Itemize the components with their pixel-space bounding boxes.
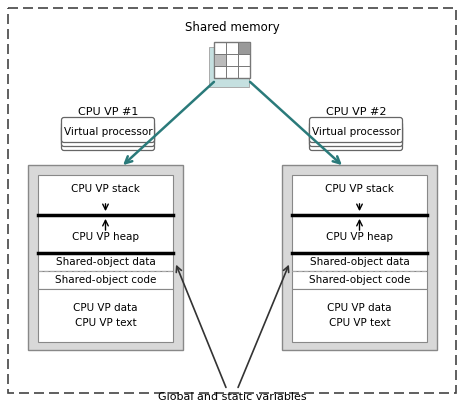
Text: CPU VP stack: CPU VP stack xyxy=(71,184,140,194)
Text: Shared-object code: Shared-object code xyxy=(308,275,409,285)
Text: CPU VP data
CPU VP text: CPU VP data CPU VP text xyxy=(73,303,138,328)
Text: Shared-object code: Shared-object code xyxy=(55,275,156,285)
FancyBboxPatch shape xyxy=(309,122,401,146)
Text: CPU VP #2: CPU VP #2 xyxy=(325,107,385,117)
Bar xyxy=(38,289,173,342)
Text: Shared memory: Shared memory xyxy=(184,21,279,34)
FancyBboxPatch shape xyxy=(309,118,401,142)
Bar xyxy=(238,42,250,54)
Bar xyxy=(282,165,436,350)
Bar xyxy=(38,253,173,271)
FancyBboxPatch shape xyxy=(309,126,401,151)
Text: CPU VP #1: CPU VP #1 xyxy=(78,107,138,117)
FancyBboxPatch shape xyxy=(62,126,154,151)
Bar xyxy=(208,47,249,87)
Text: CPU VP heap: CPU VP heap xyxy=(72,232,139,242)
Text: Global and static variables: Global and static variables xyxy=(157,392,306,402)
Bar xyxy=(291,271,426,289)
Text: Virtual processor: Virtual processor xyxy=(63,127,152,137)
Text: CPU VP heap: CPU VP heap xyxy=(325,232,392,242)
Bar xyxy=(291,253,426,271)
Bar xyxy=(213,42,250,78)
Bar xyxy=(291,289,426,342)
Bar xyxy=(291,175,426,215)
Bar xyxy=(213,54,225,66)
Bar xyxy=(38,215,173,253)
Bar xyxy=(38,271,173,289)
Text: CPU VP data
CPU VP text: CPU VP data CPU VP text xyxy=(326,303,391,328)
Bar xyxy=(291,215,426,253)
Text: CPU VP stack: CPU VP stack xyxy=(325,184,393,194)
Text: Shared-object data: Shared-object data xyxy=(309,257,408,267)
Bar xyxy=(28,165,182,350)
FancyBboxPatch shape xyxy=(62,118,154,142)
Bar xyxy=(38,175,173,215)
FancyBboxPatch shape xyxy=(62,122,154,146)
Text: Virtual processor: Virtual processor xyxy=(311,127,400,137)
Text: Shared-object data: Shared-object data xyxy=(56,257,155,267)
